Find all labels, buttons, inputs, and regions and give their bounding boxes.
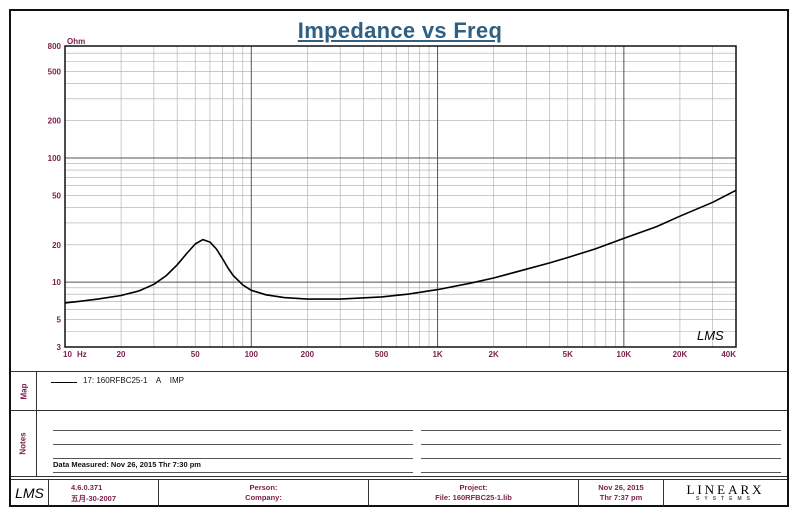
x-tick-label: 1K bbox=[432, 350, 442, 359]
note-line bbox=[421, 458, 781, 459]
impedance-series-line bbox=[64, 189, 737, 304]
notes-tab-label: Notes bbox=[18, 432, 28, 455]
y-tick-label: 50 bbox=[52, 191, 61, 200]
y-tick-label: 500 bbox=[48, 67, 62, 76]
footer-logo: LMS bbox=[15, 485, 44, 501]
footer-brand: LINEARX bbox=[686, 482, 765, 497]
notes-panel: Notes Data Measured: Nov 26, 2015 Thr 7:… bbox=[11, 411, 787, 477]
footer-version: 4.6.0.371 bbox=[71, 483, 103, 492]
footer-version-cell: 4.6.0.371 五月-30-2007 bbox=[49, 480, 159, 506]
map-tab-label: Map bbox=[19, 383, 28, 399]
y-tick-label: 5 bbox=[57, 315, 62, 324]
note-line bbox=[53, 458, 413, 459]
x-tick-label: 50 bbox=[191, 350, 200, 359]
y-tick-label: 200 bbox=[48, 117, 62, 126]
plot-area bbox=[65, 46, 736, 347]
x-tick-label: 10K bbox=[617, 350, 632, 359]
y-tick-label: 800 bbox=[48, 42, 62, 51]
note-line bbox=[53, 444, 413, 445]
x-tick-label: 20K bbox=[673, 350, 688, 359]
footer-file: File: 160RFBC25-1.lib bbox=[435, 493, 512, 502]
footer-person-cell: Person: Company: bbox=[159, 480, 369, 506]
note-line bbox=[421, 444, 781, 445]
x-axis-label: Hz bbox=[77, 350, 87, 359]
watermark: LMS bbox=[697, 328, 724, 343]
footer-logo-cell: LMS bbox=[11, 480, 49, 506]
x-tick-label: 100 bbox=[245, 350, 259, 359]
note-line bbox=[421, 472, 781, 473]
footer-brand-cell: LINEARX SYSTEMS bbox=[664, 480, 787, 506]
footer-date-cell: Nov 26, 2015 Thr 7:37 pm bbox=[579, 480, 664, 506]
y-tick-label: 20 bbox=[52, 241, 61, 250]
footer-bar: LMS 4.6.0.371 五月-30-2007 Person: Company… bbox=[11, 479, 787, 506]
footer-person: Person: bbox=[249, 483, 278, 492]
x-tick-label: 20 bbox=[117, 350, 126, 359]
data-measured: Data Measured: Nov 26, 2015 Thr 7:30 pm bbox=[53, 460, 201, 469]
impedance-chart: 10 20 50 100 200 500 1K 2K 5K 10K 20K 40K Hz 3 5 10 20 50… bbox=[48, 37, 737, 359]
legend-entry: 17: 160RFBC25-1 A IMP bbox=[83, 376, 184, 385]
footer-date: Nov 26, 2015 bbox=[598, 483, 644, 492]
series-layer bbox=[64, 189, 737, 304]
y-axis-label: Ohm bbox=[67, 37, 85, 46]
y-tick-label: 3 bbox=[57, 343, 62, 352]
x-tick-label: 10 bbox=[63, 350, 72, 359]
legend-swatch bbox=[51, 382, 77, 383]
footer-version-date: 五月-30-2007 bbox=[71, 494, 117, 503]
note-line bbox=[421, 430, 781, 431]
x-tick-label: 500 bbox=[375, 350, 389, 359]
footer-time: Thr 7:37 pm bbox=[599, 493, 643, 502]
chart-title: Impedance vs Freq bbox=[297, 18, 503, 43]
plot-border bbox=[64, 45, 737, 348]
y-tick-label: 10 bbox=[52, 278, 61, 287]
note-line bbox=[53, 430, 413, 431]
footer-brand-sub: SYSTEMS bbox=[696, 496, 755, 502]
x-tick-label: 2K bbox=[489, 350, 499, 359]
footer-project: Project: bbox=[459, 483, 488, 492]
minor-grid bbox=[65, 45, 737, 348]
y-tick-label: 100 bbox=[48, 154, 62, 163]
notes-tab[interactable]: Notes bbox=[11, 411, 37, 476]
x-tick-label: 40K bbox=[721, 350, 736, 359]
x-tick-label: 5K bbox=[563, 350, 573, 359]
map-panel: Map 17: 160RFBC25-1 A IMP bbox=[11, 371, 787, 411]
note-line bbox=[53, 472, 413, 473]
tick-labels: 10 20 50 100 200 500 1K 2K 5K 10K 20K 40K Hz 3 5 10 20 50… bbox=[48, 37, 737, 359]
footer-company: Company: bbox=[245, 493, 282, 502]
map-tab[interactable]: Map bbox=[11, 372, 37, 410]
footer-project-cell: Project: File: 160RFBC25-1.lib bbox=[369, 480, 579, 506]
x-tick-label: 200 bbox=[301, 350, 315, 359]
